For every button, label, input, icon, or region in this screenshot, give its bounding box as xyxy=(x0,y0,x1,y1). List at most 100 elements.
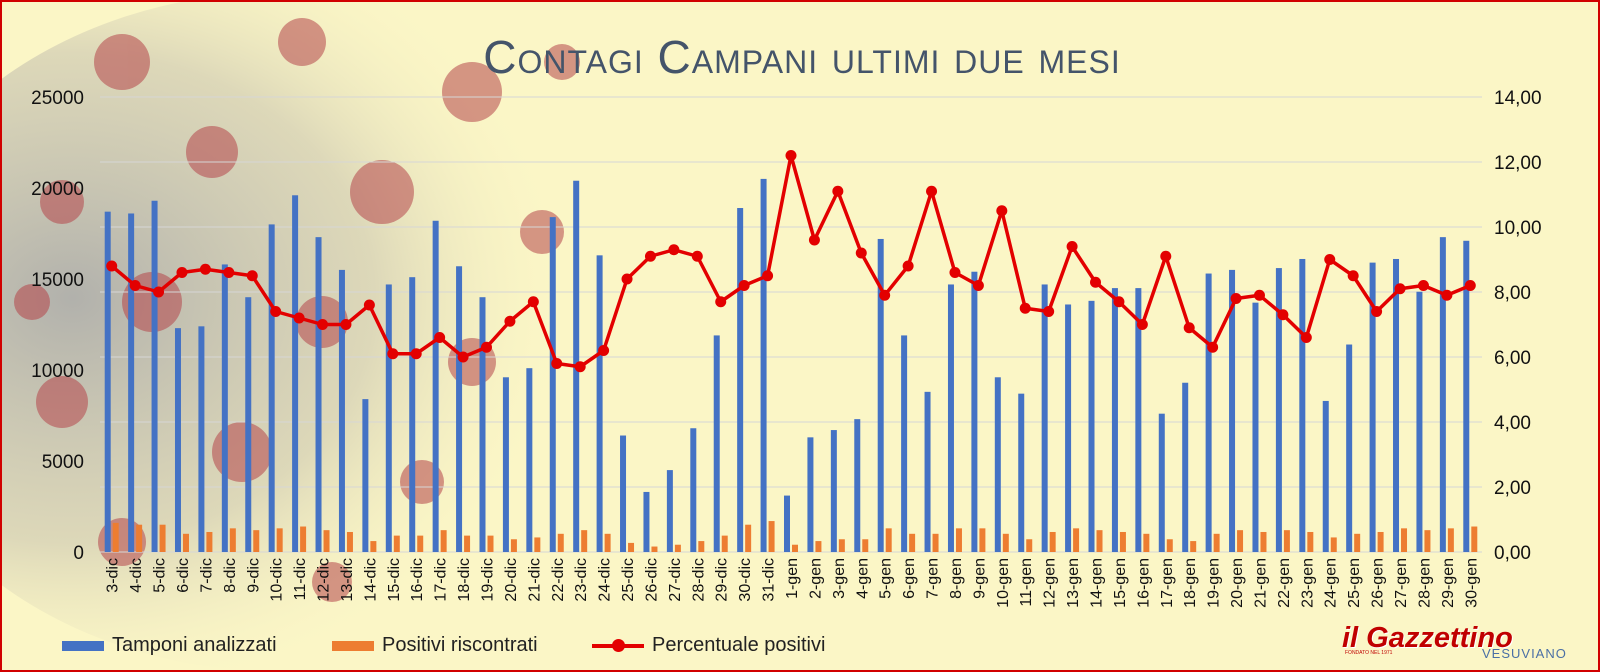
x-axis-tick-label: 10-gen xyxy=(995,558,1012,608)
bar-tamponi xyxy=(409,277,416,552)
x-axis-tick-label: 23-dic xyxy=(573,558,590,602)
bar-positivi xyxy=(1190,541,1197,552)
bar-positivi xyxy=(815,541,822,552)
right-axis-tick-label: 0,00 xyxy=(1494,543,1531,564)
bar-tamponi xyxy=(198,326,205,552)
bar-tamponi xyxy=(385,284,392,552)
gazzettino-logo: il Gazzettino xyxy=(1342,622,1513,654)
bar-tamponi xyxy=(432,220,439,552)
x-axis-tick-label: 24-gen xyxy=(1323,558,1340,608)
x-axis-tick-label: 25-gen xyxy=(1346,558,1363,608)
point-percentuale xyxy=(340,319,352,330)
x-axis-tick-label: 20-dic xyxy=(503,558,520,602)
x-axis-tick-label: 12-dic xyxy=(316,558,333,602)
bar-positivi xyxy=(1026,539,1033,552)
bar-positivi xyxy=(604,533,611,552)
point-percentuale xyxy=(926,185,938,197)
x-axis-tick-label: 19-gen xyxy=(1206,558,1223,608)
bar-tamponi xyxy=(1252,302,1259,552)
legend-swatch-tamponi xyxy=(62,640,104,651)
x-axis-tick-label: 17-gen xyxy=(1159,558,1176,608)
point-percentuale xyxy=(574,361,586,373)
x-axis-tick-label: 27-dic xyxy=(667,558,684,602)
bar-tamponi xyxy=(292,195,299,552)
bar-positivi xyxy=(1119,531,1126,552)
bar-positivi xyxy=(417,535,424,552)
bar-positivi xyxy=(745,524,752,552)
bar-tamponi xyxy=(456,266,463,552)
point-percentuale xyxy=(270,306,282,317)
bar-tamponi xyxy=(737,208,744,552)
x-axis-tick-label: 22-dic xyxy=(550,558,567,602)
point-percentuale xyxy=(1043,306,1055,317)
gazzettino-logo-fine: FONDATO NEL 1971 xyxy=(1345,650,1393,656)
x-axis-tick-label: 10-dic xyxy=(269,558,286,602)
bar-tamponi xyxy=(128,213,135,553)
point-percentuale xyxy=(129,280,141,291)
bar-positivi xyxy=(136,524,143,552)
point-percentuale xyxy=(762,270,774,282)
bar-positivi xyxy=(955,528,962,552)
point-percentuale xyxy=(1324,254,1336,265)
point-percentuale xyxy=(410,348,422,360)
bar-positivi xyxy=(229,528,236,552)
point-percentuale xyxy=(1230,293,1242,304)
x-axis-tick-label: 18-dic xyxy=(456,558,473,602)
x-axis-tick-label: 7-gen xyxy=(925,558,942,599)
x-axis-tick-label: 15-gen xyxy=(1112,558,1129,608)
point-percentuale xyxy=(363,299,375,311)
x-axis-tick-label: 13-dic xyxy=(339,558,356,602)
bar-positivi xyxy=(159,524,166,552)
x-axis-tick-label: 6-gen xyxy=(901,558,918,599)
x-axis-tick-label: 2-gen xyxy=(807,558,824,599)
bar-tamponi xyxy=(1275,268,1282,552)
x-axis-tick-label: 27-gen xyxy=(1393,558,1410,608)
x-axis-tick-label: 16-gen xyxy=(1135,558,1152,608)
bar-tamponi xyxy=(1088,300,1095,552)
point-percentuale xyxy=(832,185,844,197)
x-axis-tick-label: 19-dic xyxy=(479,558,496,602)
x-axis-tick-label: 4-gen xyxy=(854,558,871,599)
point-percentuale xyxy=(527,296,539,308)
bar-tamponi xyxy=(549,217,556,552)
point-percentuale xyxy=(1417,280,1429,291)
bar-tamponi xyxy=(784,495,790,552)
x-axis-tick-label: 16-dic xyxy=(409,558,426,602)
bar-tamponi xyxy=(1135,288,1142,552)
bar-tamponi xyxy=(1018,393,1025,552)
point-percentuale xyxy=(1160,250,1172,262)
bar-positivi xyxy=(979,528,986,552)
point-percentuale xyxy=(1300,332,1312,343)
point-percentuale xyxy=(223,267,235,278)
bar-positivi xyxy=(862,539,869,552)
point-percentuale xyxy=(996,205,1008,217)
bar-tamponi xyxy=(1416,291,1423,552)
point-percentuale xyxy=(691,250,703,262)
point-percentuale xyxy=(738,280,750,291)
bar-positivi xyxy=(534,537,541,552)
right-axis-tick-label: 10,00 xyxy=(1494,218,1542,239)
left-axis-tick-label: 15000 xyxy=(31,270,84,291)
bar-positivi xyxy=(1283,530,1290,552)
bar-positivi xyxy=(370,541,377,552)
x-axis-tick-label: 3-dic xyxy=(105,558,122,593)
x-axis-tick-label: 6-dic xyxy=(175,558,192,593)
bar-positivi xyxy=(346,531,353,552)
legend-item-positivi: Positivi riscontrati xyxy=(332,634,538,657)
bar-positivi xyxy=(300,526,307,552)
bar-positivi xyxy=(1002,533,1009,552)
bar-tamponi xyxy=(713,335,720,552)
bar-positivi xyxy=(792,544,798,552)
bar-positivi xyxy=(1377,531,1384,552)
point-percentuale xyxy=(1394,283,1406,295)
point-percentuale xyxy=(457,351,469,363)
bar-tamponi xyxy=(221,264,228,552)
bar-positivi xyxy=(1213,533,1220,552)
bar-positivi xyxy=(1424,530,1431,552)
x-axis-tick-label: 1-gen xyxy=(784,558,801,599)
bar-tamponi xyxy=(1369,262,1376,552)
x-axis-tick-label: 17-dic xyxy=(433,558,450,602)
bar-tamponi xyxy=(338,269,345,552)
x-axis-tick-label: 14-gen xyxy=(1089,558,1106,608)
